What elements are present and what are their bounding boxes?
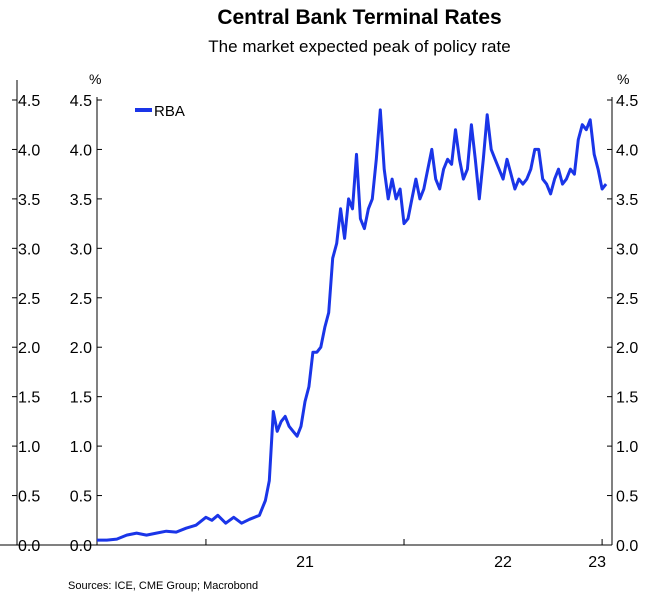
right-y-tick-label: 0.0	[616, 538, 638, 555]
right-y-tick-label: 1.5	[616, 390, 638, 407]
source-note: Sources: ICE, CME Group; Macrobond	[68, 580, 259, 592]
y-tick-label: 2.0	[70, 340, 92, 357]
right-unit-label: %	[617, 71, 629, 87]
outer-y-tick-label: 4.5	[18, 93, 40, 110]
y-tick-label: 4.5	[70, 93, 92, 110]
x-tick-label: 21	[296, 554, 314, 571]
left-unit-label: %	[89, 71, 101, 87]
y-tick-label: 1.0	[70, 439, 92, 456]
right-y-tick-label: 4.0	[616, 142, 638, 159]
outer-y-tick-label: 0.0	[18, 538, 40, 555]
y-tick-label: 3.0	[70, 241, 92, 258]
axes	[0, 80, 613, 546]
y-tick-label: 3.5	[70, 192, 92, 209]
outer-y-tick-label: 3.0	[18, 241, 40, 258]
legend-label-rba: RBA	[154, 103, 185, 120]
legend: RBA	[135, 103, 185, 120]
y-tick-label: 0.0	[70, 538, 92, 555]
outer-y-tick-label: 2.5	[18, 291, 40, 308]
x-tick-label: 22	[494, 554, 512, 571]
chart-subtitle: The market expected peak of policy rate	[208, 37, 511, 56]
right-y-tick-label: 3.5	[616, 192, 638, 209]
outer-y-tick-label: 0.5	[18, 489, 40, 506]
right-y-tick-label: 1.0	[616, 439, 638, 456]
y-tick-label: 2.5	[70, 291, 92, 308]
x-tick-label: 23	[588, 554, 606, 571]
right-y-tick-label: 4.5	[616, 93, 638, 110]
outer-y-tick-label: 1.0	[18, 439, 40, 456]
outer-y-tick-label: 1.5	[18, 390, 40, 407]
chart-title: Central Bank Terminal Rates	[217, 6, 502, 29]
y-tick-label: 1.5	[70, 390, 92, 407]
outer-y-tick-label: 4.0	[18, 142, 40, 159]
tick-labels: 0.0 0.0 0.0 0.5 0.5 0.5 1.0 1.0 1.0 1.5 1.5 1.5 2.0 2…	[18, 93, 638, 571]
series-line-rba	[97, 108, 608, 542]
outer-y-tick-label: 2.0	[18, 340, 40, 357]
y-tick-label: 4.0	[70, 142, 92, 159]
right-y-tick-label: 3.0	[616, 241, 638, 258]
outer-y-tick-label: 3.5	[18, 192, 40, 209]
right-y-tick-label: 2.5	[616, 291, 638, 308]
series-layer	[97, 108, 608, 542]
right-y-tick-label: 2.0	[616, 340, 638, 357]
y-tick-label: 0.5	[70, 489, 92, 506]
right-y-tick-label: 0.5	[616, 489, 638, 506]
